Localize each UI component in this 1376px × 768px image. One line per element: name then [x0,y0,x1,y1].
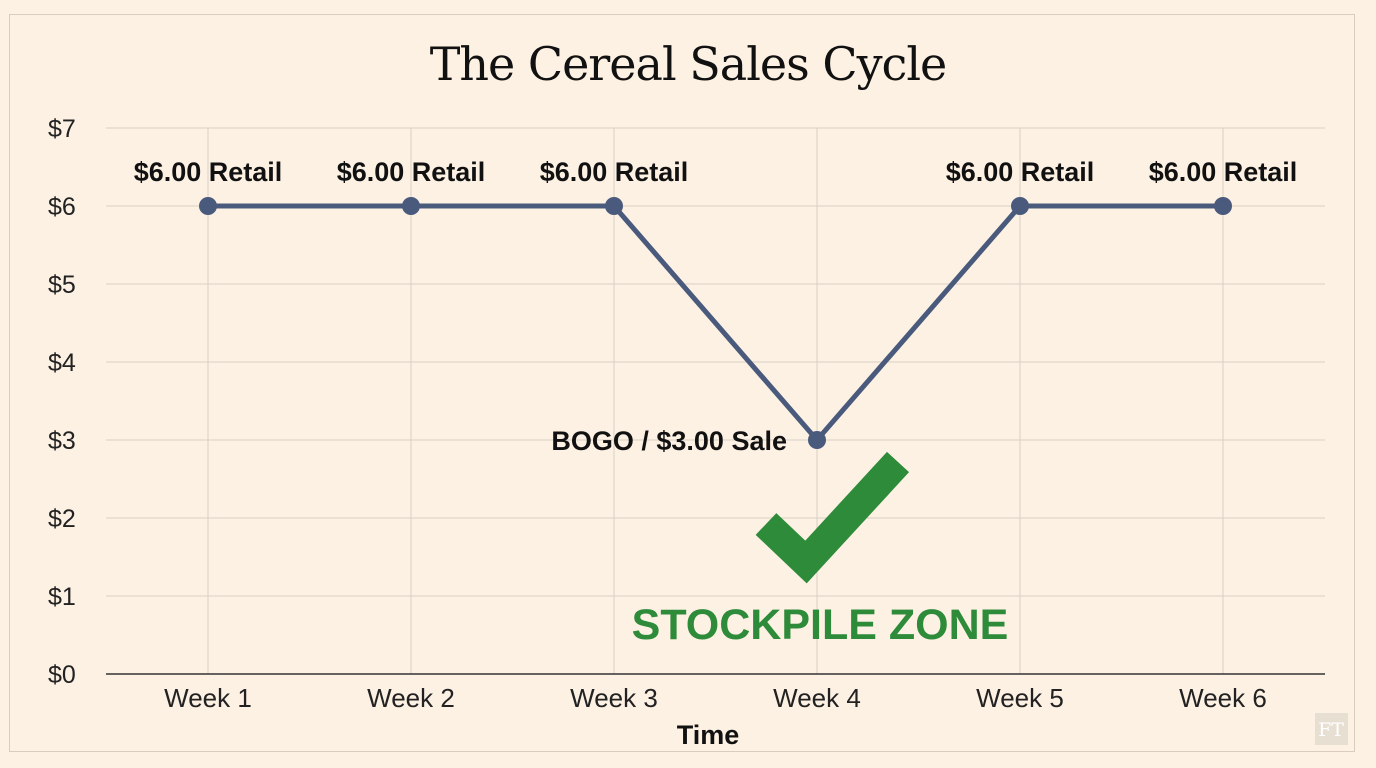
checkmark-icon [755,451,910,584]
data-point [402,197,420,215]
data-point [199,197,217,215]
data-label: $6.00 Retail [134,157,283,187]
logo-box [1315,713,1348,745]
y-tick-label: $2 [48,505,76,533]
logo-text: FT [1318,719,1344,741]
y-tick-label: $4 [48,349,76,377]
data-label: $6.00 Retail [540,157,689,187]
stockpile-annotation: STOCKPILE ZONE [632,451,1009,649]
data-label: BOGO / $3.00 Sale [551,426,787,456]
chart-title: The Cereal Sales Cycle [430,37,947,91]
data-label: $6.00 Retail [337,157,486,187]
data-point [1214,197,1232,215]
y-tick-label: $5 [48,271,76,299]
data-labels: $6.00 Retail $6.00 Retail $6.00 Retail BOGO… [134,157,1298,456]
data-label: $6.00 Retail [946,157,1095,187]
y-tick-label: $1 [48,583,76,611]
y-tick-label: $6 [48,193,76,221]
data-point [808,431,826,449]
ft-logo: FT [1315,713,1348,745]
data-point [1011,197,1029,215]
chart-frame [9,14,1355,752]
stockpile-zone-label: STOCKPILE ZONE [632,601,1009,649]
data-point [605,197,623,215]
grid [106,127,1325,674]
x-tick-label: Week 6 [1179,683,1267,713]
x-tick-label: Week 1 [164,683,252,713]
x-tick-label: Week 3 [570,683,658,713]
series [199,197,1232,449]
x-tick-label: Week 4 [773,683,861,713]
data-label: $6.00 Retail [1149,157,1298,187]
x-axis-label: Time [677,720,740,750]
series-line [208,203,1223,443]
y-tick-label: $3 [48,427,76,455]
y-tick-label: $0 [48,661,76,689]
y-tick-label: $7 [48,115,76,143]
x-tick-label: Week 5 [976,683,1064,713]
x-tick-label: Week 2 [367,683,455,713]
x-axis-ticks: Week 1 Week 2 Week 3 Week 4 Week 5 Week 6 [164,683,1267,713]
y-axis-ticks: $0 $1 $2 $3 $4 $5 $6 $7 [48,115,76,689]
